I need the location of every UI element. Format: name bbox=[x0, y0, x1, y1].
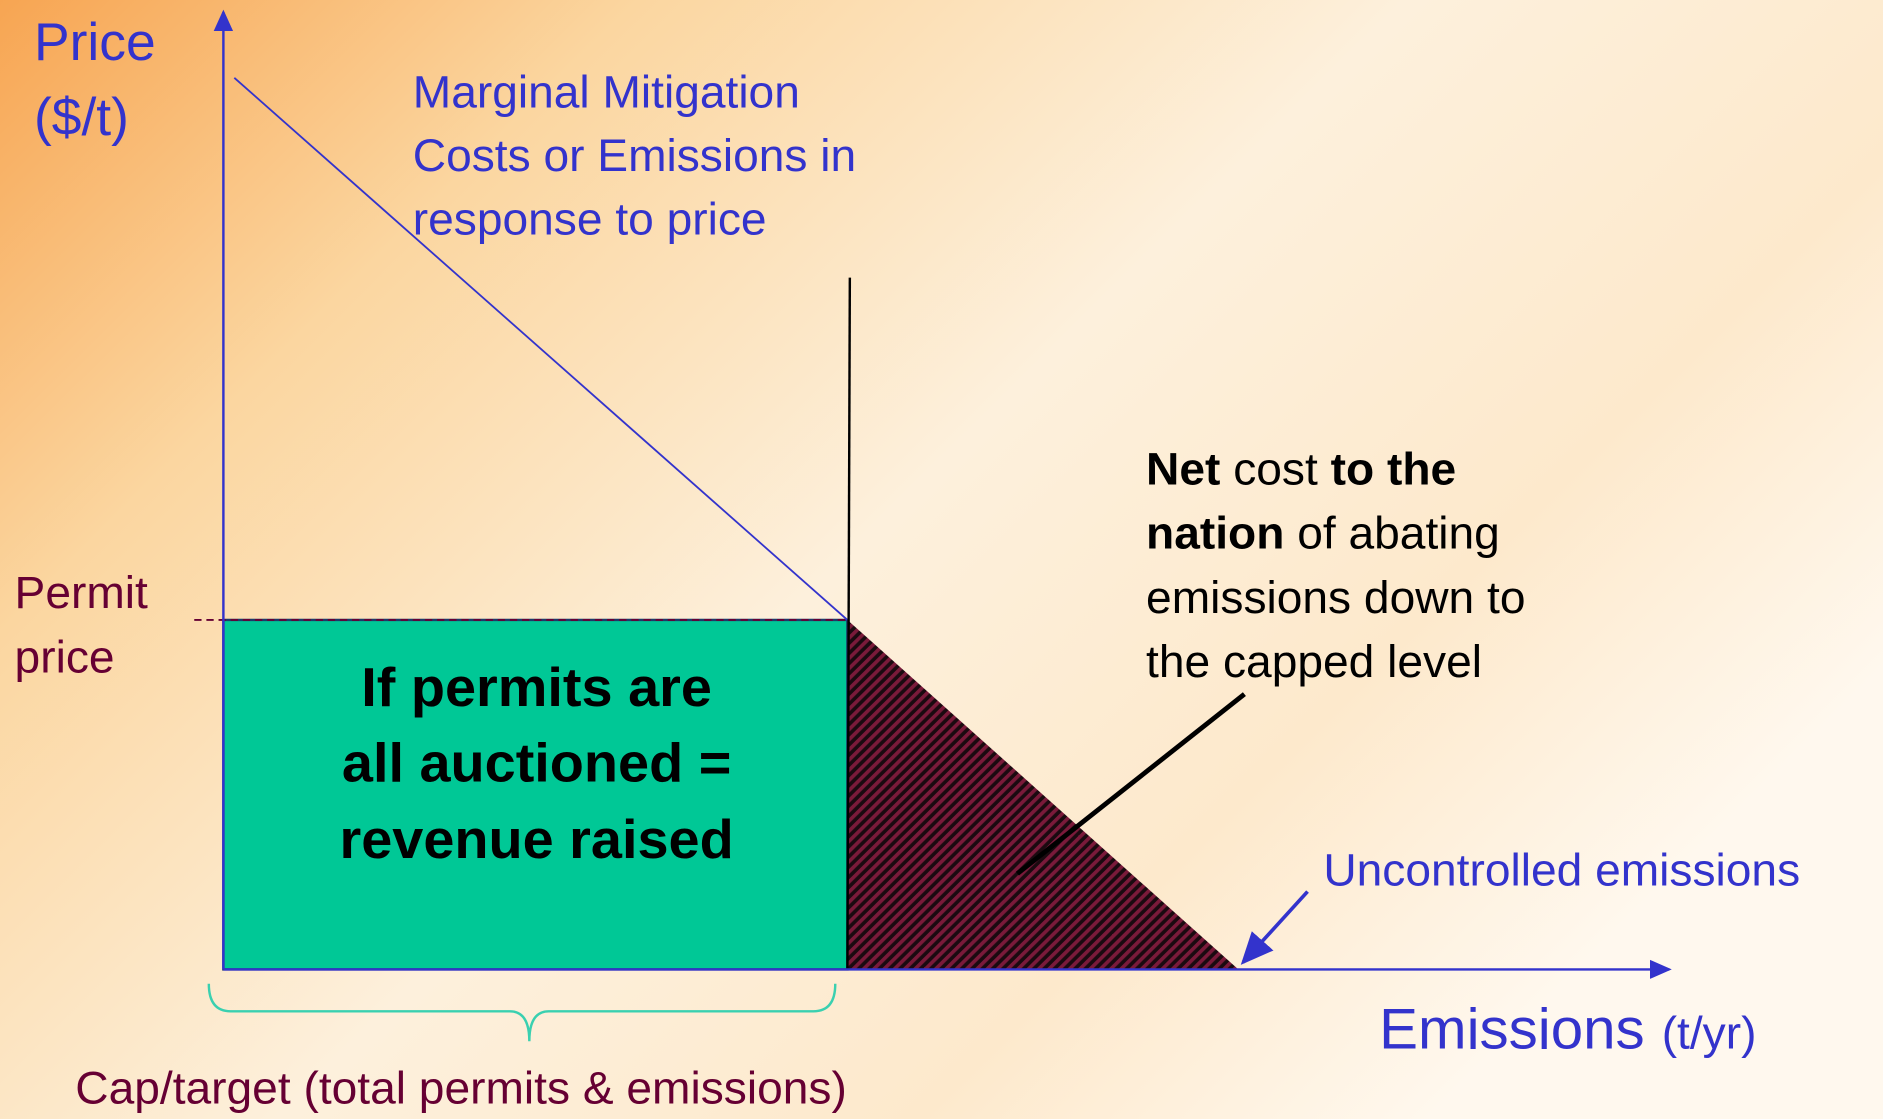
cap-line bbox=[846, 277, 852, 970]
net-cost-segment: emissions down to bbox=[1146, 572, 1525, 623]
net-cost-segment: nation bbox=[1146, 508, 1284, 559]
net-cost-label: nation of abating bbox=[1146, 508, 1500, 559]
net-cost-segment: to the bbox=[1331, 444, 1457, 495]
pointer-arrow bbox=[1240, 890, 1309, 965]
net-cost-segment: the capped level bbox=[1146, 636, 1482, 687]
cap-label: Cap/target (total permits & emissions) bbox=[75, 1063, 847, 1114]
net-cost-segment: of abating bbox=[1284, 508, 1499, 559]
x-axis-unit: (t/yr) bbox=[1662, 1008, 1757, 1059]
curve-label: Marginal Mitigation bbox=[413, 67, 800, 118]
net-cost-label: emissions down to bbox=[1146, 572, 1525, 623]
revenue-label: all auctioned = bbox=[342, 732, 731, 794]
curve-label: Costs or Emissions in bbox=[413, 130, 856, 181]
curve-label: response to price bbox=[413, 194, 767, 245]
net-cost-label: the capped level bbox=[1146, 636, 1482, 687]
uncontrolled-label: Uncontrolled emissions bbox=[1323, 845, 1800, 896]
cap-brace bbox=[207, 983, 837, 1042]
x-axis-title: Emissions bbox=[1379, 998, 1645, 1062]
y-axis-label: ($/t) bbox=[34, 89, 129, 148]
revenue-area bbox=[222, 618, 849, 971]
revenue-label: revenue raised bbox=[340, 808, 734, 870]
mitigation-curve bbox=[233, 77, 849, 621]
permit-price-label: Permit bbox=[15, 567, 149, 618]
x-axis-label: Emissions (t/yr) bbox=[1379, 998, 1756, 1062]
net-cost-segment: cost bbox=[1220, 444, 1330, 495]
net-cost-segment: Net bbox=[1146, 444, 1220, 495]
permit-price-label: price bbox=[15, 632, 115, 683]
y-axis-label: Price bbox=[34, 13, 156, 72]
net-cost-area bbox=[847, 619, 1239, 970]
revenue-label: If permits are bbox=[361, 656, 712, 718]
net-cost-label: Net cost to the bbox=[1146, 444, 1456, 495]
pointer bbox=[1015, 692, 1246, 876]
